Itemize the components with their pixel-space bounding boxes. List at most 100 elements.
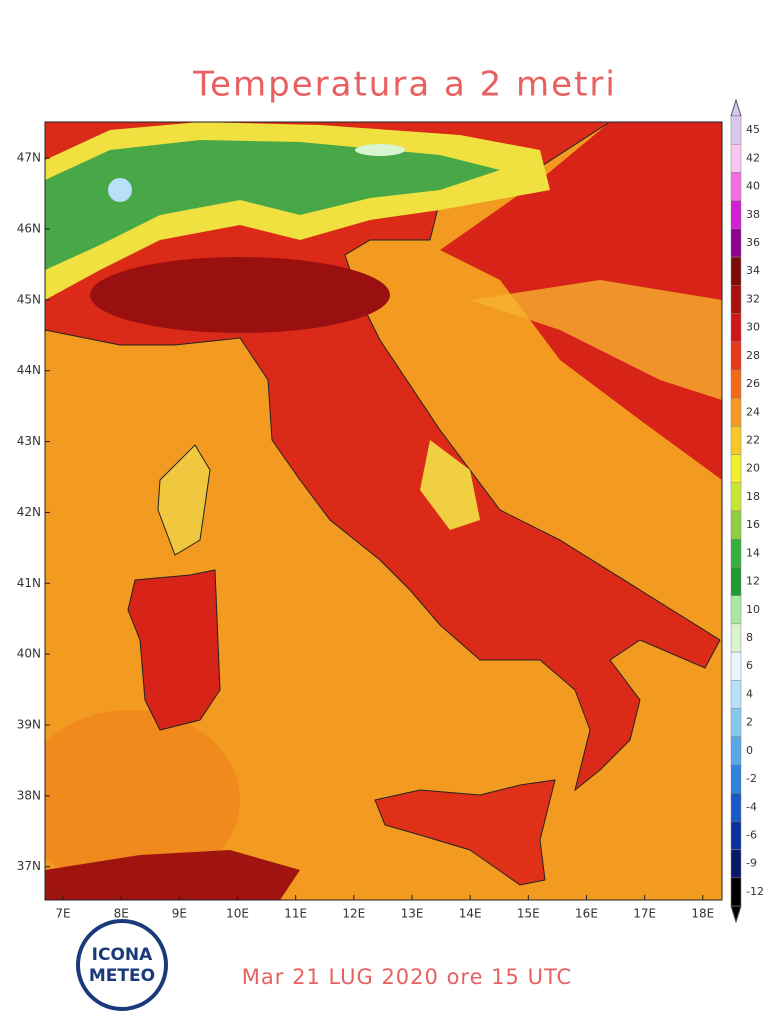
colorbar-label: -9 <box>746 857 757 870</box>
colorbar-label: 26 <box>746 377 760 390</box>
colorbar-swatch <box>730 426 742 455</box>
colorbar-swatch <box>730 510 742 540</box>
colorbar-label: 2 <box>746 716 753 729</box>
alps-cold <box>108 178 132 202</box>
colorbar-swatch <box>730 285 742 314</box>
logo: ICONA METEO <box>76 919 168 1011</box>
colorbar-label: 18 <box>746 490 760 503</box>
colorbar-swatch <box>730 736 742 766</box>
lon-label: 8E <box>114 907 129 921</box>
colorbar-label: 28 <box>746 349 760 362</box>
colorbar-swatch <box>730 369 742 399</box>
colorbar-label: 36 <box>746 236 760 249</box>
colorbar-label: 6 <box>746 659 753 672</box>
colorbar-label: 8 <box>746 631 753 644</box>
lon-label: 13E <box>401 907 424 921</box>
colorbar-swatch <box>730 256 742 286</box>
lon-label: 9E <box>172 907 187 921</box>
lon-label: 11E <box>284 907 307 921</box>
colorbar-swatch <box>730 821 742 850</box>
colorbar-arrow <box>730 98 742 117</box>
colorbar-arrow <box>730 905 742 924</box>
lon-label: 12E <box>342 907 365 921</box>
colorbar-swatch <box>730 115 742 145</box>
lat-label: 39N <box>17 717 41 731</box>
colorbar-label: 38 <box>746 208 760 221</box>
sicily <box>374 779 556 886</box>
map: 47N 46N 45N 44N 43N 42N 41N 40N 39N 38N 37N 7E 8E 9E 1… <box>17 121 723 921</box>
colorbar-swatch <box>730 792 742 822</box>
colorbar-label: 40 <box>746 180 760 193</box>
lat-label: 41N <box>17 576 41 590</box>
lon-label: 15E <box>517 907 540 921</box>
lon-label: 14E <box>459 907 482 921</box>
colorbar-label: -4 <box>746 800 757 813</box>
colorbar-swatch <box>730 228 742 258</box>
lat-label: 38N <box>17 788 41 802</box>
colorbar-swatch <box>730 538 742 568</box>
alps-green <box>45 140 500 270</box>
lat-label: 42N <box>17 505 41 519</box>
lat-label: 43N <box>17 434 41 448</box>
colorbar-label: -2 <box>746 772 757 785</box>
colorbar-swatch <box>730 454 742 484</box>
colorbar-label: 14 <box>746 546 760 559</box>
colorbar-swatch <box>730 651 742 681</box>
colorbar-label: 45 <box>746 123 760 136</box>
date-label: Mar 21 LUG 2020 ore 15 UTC <box>242 965 572 989</box>
alps-cold <box>355 144 405 156</box>
colorbar-swatch <box>730 708 742 737</box>
colorbar-swatch <box>730 623 742 653</box>
africa <box>45 850 300 900</box>
logo-ring <box>76 919 168 1011</box>
colorbar-swatch <box>730 764 742 794</box>
colorbar-swatch <box>730 313 742 342</box>
colorbar-label: 4 <box>746 687 753 700</box>
lon-label: 7E <box>55 907 70 921</box>
lat-label: 40N <box>17 647 41 661</box>
colorbar-label: 12 <box>746 575 760 588</box>
colorbar-label: -6 <box>746 828 757 841</box>
warm-band <box>470 280 722 400</box>
map-frame <box>44 121 723 901</box>
colorbar-swatch <box>730 200 742 230</box>
lat-label: 44N <box>17 363 41 377</box>
colorbar-swatch <box>730 143 742 173</box>
colorbar-label: 20 <box>746 462 760 475</box>
colorbar-label: 42 <box>746 151 760 164</box>
colorbar-swatch <box>730 341 742 371</box>
colorbar-swatch <box>730 680 742 709</box>
lon-label: 16E <box>575 907 598 921</box>
lon-label: 10E <box>226 907 249 921</box>
colorbar-swatch <box>730 567 742 596</box>
lat-label: 45N <box>17 292 41 306</box>
title: Temperatura a 2 metri <box>192 65 617 105</box>
colorbar-swatch <box>730 397 742 427</box>
colorbar: 4542403836343230282624222018161412108642… <box>730 98 764 924</box>
colorbar-swatch <box>730 482 742 512</box>
corsica <box>157 444 211 556</box>
colorbar-label: 10 <box>746 603 760 616</box>
logo-text: METEO <box>89 966 155 986</box>
colorbar-label: 32 <box>746 292 760 305</box>
logo-text: ICONA <box>92 945 153 965</box>
lat-label: 46N <box>17 221 41 235</box>
lat-label: 37N <box>17 859 41 873</box>
colorbar-swatch <box>730 877 742 907</box>
colorbar-label: 22 <box>746 433 760 446</box>
po-valley <box>90 257 390 333</box>
colorbar-label: 34 <box>746 264 760 277</box>
colorbar-label: 0 <box>746 744 753 757</box>
colorbar-label: -12 <box>746 885 764 898</box>
apennines <box>420 440 480 530</box>
lon-label: 18E <box>691 907 714 921</box>
lat-label: 47N <box>17 151 41 165</box>
sardinia <box>127 569 221 731</box>
colorbar-label: 24 <box>746 405 760 418</box>
sea-shade <box>45 710 240 890</box>
colorbar-swatch <box>730 595 742 625</box>
colorbar-swatch <box>730 849 742 879</box>
lon-label: 17E <box>633 907 656 921</box>
colorbar-swatch <box>730 172 742 201</box>
